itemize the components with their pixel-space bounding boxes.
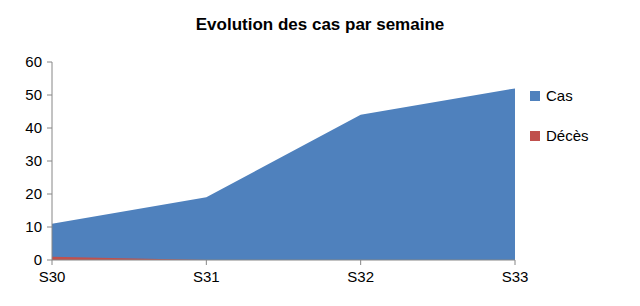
- x-tick: [52, 260, 53, 265]
- chart: Evolution des cas par semaine 0 10 20 30 40 50…: [0, 0, 640, 306]
- legend-label: Cas: [546, 87, 573, 104]
- x-tick-label: S33: [502, 268, 529, 285]
- y-tick: [47, 161, 52, 162]
- y-tick-label: 30: [25, 152, 42, 169]
- y-tick-label: 60: [25, 53, 42, 70]
- area-0: [52, 88, 515, 260]
- y-tick: [47, 227, 52, 228]
- title: Evolution des cas par semaine: [196, 15, 444, 34]
- y-tick: [47, 128, 52, 129]
- x-tick: [206, 260, 207, 265]
- y-tick-label: 40: [25, 119, 42, 136]
- y-tick: [47, 260, 52, 261]
- x-tick-label: S30: [39, 268, 66, 285]
- area-1: [52, 257, 515, 260]
- y-tick-label: 10: [25, 218, 42, 235]
- x-tick: [515, 260, 516, 265]
- legend-label: Décès: [546, 127, 589, 144]
- y-tick-label: 0: [34, 251, 42, 268]
- y-tick-label: 50: [25, 86, 42, 103]
- x-axis: [52, 260, 515, 261]
- plot-area: [52, 88, 515, 260]
- x-tick-label: S32: [347, 268, 374, 285]
- y-tick: [47, 95, 52, 96]
- y-tick-label: 20: [25, 185, 42, 202]
- legend-swatch: [530, 131, 540, 141]
- x-tick-label: S31: [193, 268, 220, 285]
- legend-swatch: [530, 91, 540, 101]
- x-tick: [360, 260, 361, 265]
- y-tick: [47, 62, 52, 63]
- y-tick: [47, 194, 52, 195]
